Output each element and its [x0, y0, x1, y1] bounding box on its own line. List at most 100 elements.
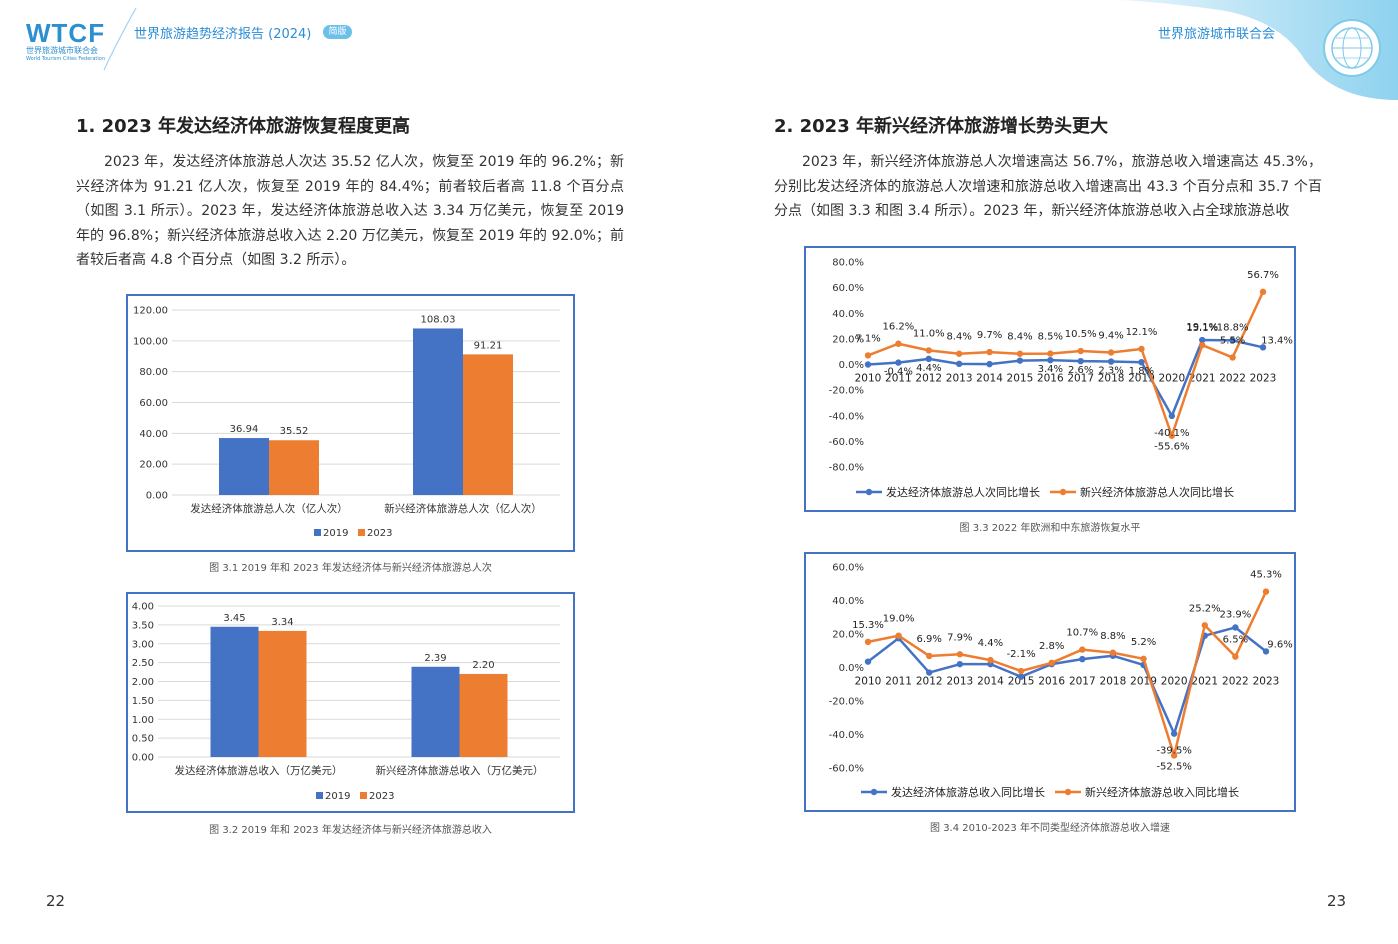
page-number-left: 22 — [46, 892, 66, 910]
x-category-label: 新兴经济体旅游总收入（万亿美元） — [376, 764, 544, 777]
y-tick-label: 1.50 — [132, 696, 154, 707]
legend-swatch-2019 — [314, 529, 321, 536]
x-tick-label: 2015 — [1007, 373, 1034, 385]
data-point — [1047, 356, 1054, 364]
y-tick-label: 0.00 — [146, 491, 168, 502]
point-data-label: 56.7% — [1247, 270, 1279, 281]
data-point — [895, 632, 902, 639]
y-tick-label: 60.00 — [139, 398, 168, 409]
y-tick-label: 80.0% — [832, 258, 864, 269]
caption-fig3-2: 图 3.2 2019 年和 2023 年发达经济体与新兴经济体旅游总收入 — [209, 825, 492, 836]
data-point — [1262, 648, 1270, 655]
data-point — [1138, 345, 1145, 353]
data-point — [1201, 622, 1208, 629]
point-data-label: -2.1% — [1007, 649, 1036, 660]
x-tick-label: 2021 — [1191, 676, 1218, 688]
y-tick-label: 0.0% — [839, 663, 864, 674]
legend-label: 2023 — [367, 528, 392, 539]
bar-2023 — [459, 673, 508, 757]
y-tick-label: 60.0% — [832, 563, 864, 574]
data-point — [926, 669, 933, 676]
x-tick-label: 2016 — [1037, 373, 1064, 385]
data-point — [895, 340, 902, 347]
data-point — [1170, 752, 1178, 759]
left-section-title: 1. 2023 年发达经济体旅游恢复程度更高 — [76, 116, 410, 137]
y-tick-label: 40.00 — [139, 429, 168, 440]
x-tick-label: 2015 — [1008, 676, 1035, 688]
point-data-label: 5.5% — [1220, 335, 1245, 346]
y-tick-label: 1.00 — [132, 715, 154, 726]
chart-fig3-2: 0.00 0.50 1.00 1.50 2.00 2.50 3.00 3.50 4.00 3.45… — [126, 592, 575, 813]
x-tick-label: 2012 — [915, 373, 942, 385]
line-发达经济体旅游总人次同比增长 — [867, 338, 1264, 418]
x-tick-label: 2017 — [1069, 676, 1096, 688]
data-point — [1168, 432, 1176, 439]
x-tick-label: 2011 — [885, 676, 912, 688]
point-data-label: 6.5% — [1223, 635, 1248, 646]
data-point — [1107, 358, 1115, 365]
data-point — [1079, 646, 1086, 653]
y-tick-label: 4.00 — [132, 602, 154, 613]
point-data-label: 18.8% — [1217, 322, 1249, 333]
data-point — [986, 360, 993, 368]
x-tick-label: 2023 — [1253, 676, 1280, 688]
logo-subtitle-cn: 世界旅游城市联合会 — [26, 46, 98, 55]
data-point — [1047, 350, 1054, 357]
header-divider-curve — [103, 7, 137, 71]
logo-text: WTCF — [26, 18, 106, 48]
y-tick-label: -60.0% — [829, 764, 864, 775]
point-data-label: -55.6% — [1154, 442, 1189, 453]
point-data-label: 9.4% — [1098, 330, 1123, 341]
data-point — [864, 638, 872, 646]
x-tick-label: 2020 — [1158, 373, 1185, 385]
x-tick-label: 2010 — [855, 373, 882, 385]
bar-data-label: 2.20 — [472, 660, 494, 671]
y-tick-label: -80.0% — [829, 463, 864, 474]
point-data-label: 8.8% — [1100, 631, 1125, 642]
bar-data-label: 3.34 — [271, 617, 293, 628]
page-number-right: 23 — [1327, 892, 1347, 910]
point-data-label: 1.8% — [1129, 366, 1154, 377]
data-point — [1109, 649, 1117, 656]
point-data-label: 4.4% — [916, 363, 941, 374]
x-tick-label: 2011 — [885, 373, 912, 385]
legend-swatch-2023 — [358, 529, 365, 536]
y-tick-label: -20.0% — [829, 386, 864, 397]
legend-label: 2019 — [323, 528, 348, 539]
bar-data-label: 3.45 — [223, 613, 245, 624]
line-新兴经济体旅游总收入同比增长 — [867, 591, 1268, 757]
organization-name: 世界旅游城市联合会 — [1158, 27, 1276, 42]
point-data-label: 8.5% — [1038, 332, 1063, 343]
point-data-label: 23.9% — [1219, 609, 1251, 620]
data-point — [1229, 337, 1236, 344]
data-point — [1229, 354, 1236, 361]
point-data-label: 3.4% — [1038, 364, 1063, 375]
bar-2019 — [413, 328, 463, 495]
x-tick-label: 2013 — [946, 373, 973, 385]
x-category-label: 新兴经济体旅游总人次（亿人次） — [384, 502, 542, 515]
data-point — [1232, 624, 1239, 631]
data-point — [1232, 653, 1239, 660]
emblem-icon — [1323, 19, 1381, 77]
data-point — [955, 350, 963, 357]
data-point — [955, 360, 963, 368]
chart-fig3-4: -60.0% -40.0% -20.0% 0.0% 20.0% 40.0% 60.0% 201… — [804, 552, 1296, 812]
point-data-label: 13.4% — [1261, 335, 1293, 346]
data-point — [1077, 347, 1084, 355]
chart-fig3-4-svg: -60.0% -40.0% -20.0% 0.0% 20.0% 40.0% 60.0% 201… — [829, 563, 1293, 800]
data-point — [1170, 730, 1178, 737]
data-point — [1259, 288, 1267, 296]
bar-2019 — [219, 438, 269, 495]
point-data-label: 15.1% — [1186, 323, 1218, 334]
point-data-label: 10.7% — [1066, 628, 1098, 639]
x-tick-label: 2018 — [1098, 373, 1125, 385]
point-data-label: 2.8% — [1039, 641, 1064, 652]
data-point — [956, 660, 964, 668]
point-data-label: 9.7% — [977, 330, 1002, 341]
x-category-label: 发达经济体旅游总收入（万亿美元） — [175, 764, 343, 777]
caption-fig3-1: 图 3.1 2019 年和 2023 年发达经济体与新兴经济体旅游总人次 — [209, 563, 492, 574]
y-tick-label: -20.0% — [829, 697, 864, 708]
x-tick-label: 2014 — [976, 373, 1003, 385]
right-paragraph: 2023 年，新兴经济体旅游总人次增速高达 56.7%，旅游总收入增速高达 45… — [774, 154, 1322, 219]
bar-2023 — [463, 354, 513, 495]
